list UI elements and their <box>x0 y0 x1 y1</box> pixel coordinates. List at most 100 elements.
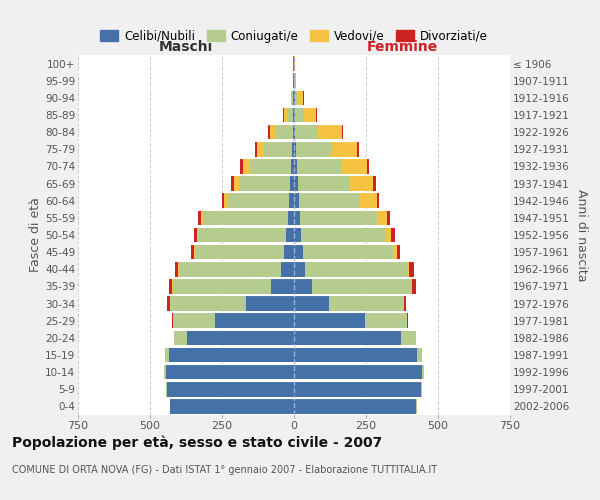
Bar <box>287 108 293 122</box>
Text: COMUNE DI ORTA NOVA (FG) - Dati ISTAT 1° gennaio 2007 - Elaborazione TUTTITALIA.: COMUNE DI ORTA NOVA (FG) - Dati ISTAT 1°… <box>12 465 437 475</box>
Bar <box>350 176 373 191</box>
Bar <box>294 108 295 122</box>
Bar <box>293 90 294 105</box>
Bar <box>293 125 294 140</box>
Bar <box>377 210 387 225</box>
Bar <box>404 296 406 311</box>
Bar <box>284 245 294 260</box>
Bar <box>167 382 294 396</box>
Bar <box>243 159 250 174</box>
Bar <box>255 142 257 156</box>
Bar <box>179 262 281 276</box>
Bar <box>290 176 294 191</box>
Bar <box>294 314 365 328</box>
Bar <box>385 228 391 242</box>
Bar <box>166 365 294 380</box>
Bar <box>401 330 416 345</box>
Bar <box>296 142 331 156</box>
Bar <box>411 279 412 293</box>
Bar <box>408 262 409 276</box>
Bar <box>301 228 385 242</box>
Bar <box>298 159 342 174</box>
Bar <box>198 228 286 242</box>
Bar <box>422 365 424 380</box>
Bar <box>247 296 294 311</box>
Bar <box>167 296 170 311</box>
Bar <box>391 228 395 242</box>
Bar <box>421 382 422 396</box>
Bar <box>341 125 343 140</box>
Bar <box>359 194 377 208</box>
Bar <box>294 228 301 242</box>
Text: Popolazione per età, sesso e stato civile - 2007: Popolazione per età, sesso e stato civil… <box>12 435 382 450</box>
Bar <box>292 142 294 156</box>
Bar <box>294 262 305 276</box>
Bar <box>329 296 403 311</box>
Bar <box>294 296 329 311</box>
Bar <box>240 159 243 174</box>
Bar <box>294 365 422 380</box>
Bar <box>222 194 224 208</box>
Bar <box>197 228 198 242</box>
Bar <box>295 90 298 105</box>
Bar <box>294 142 296 156</box>
Bar <box>239 176 290 191</box>
Bar <box>312 279 411 293</box>
Bar <box>300 210 377 225</box>
Bar <box>271 279 294 293</box>
Y-axis label: Anni di nascita: Anni di nascita <box>575 188 588 281</box>
Bar <box>294 330 401 345</box>
Bar <box>417 348 422 362</box>
Bar <box>194 228 197 242</box>
Bar <box>294 348 417 362</box>
Bar <box>294 279 312 293</box>
Bar <box>403 296 404 311</box>
Bar <box>331 142 357 156</box>
Bar <box>377 194 379 208</box>
Bar <box>304 108 316 122</box>
Bar <box>294 159 298 174</box>
Text: Femmine: Femmine <box>367 40 437 54</box>
Bar <box>268 125 269 140</box>
Legend: Celibi/Nubili, Coniugati/e, Vedovi/e, Divorziati/e: Celibi/Nubili, Coniugati/e, Vedovi/e, Di… <box>95 25 493 48</box>
Bar <box>286 228 294 242</box>
Bar <box>275 125 293 140</box>
Bar <box>169 348 294 362</box>
Bar <box>407 314 408 328</box>
Bar <box>367 159 369 174</box>
Bar <box>175 330 187 345</box>
Bar <box>224 194 227 208</box>
Bar <box>294 399 416 413</box>
Bar <box>165 348 169 362</box>
Bar <box>342 159 367 174</box>
Bar <box>294 210 300 225</box>
Bar <box>295 108 304 122</box>
Bar <box>294 245 302 260</box>
Bar <box>302 245 394 260</box>
Bar <box>201 210 203 225</box>
Bar <box>169 279 172 293</box>
Bar <box>299 194 359 208</box>
Bar <box>164 365 166 380</box>
Bar <box>187 330 294 345</box>
Bar <box>387 210 391 225</box>
Bar <box>198 210 201 225</box>
Bar <box>269 125 275 140</box>
Bar <box>409 262 414 276</box>
Bar <box>230 176 233 191</box>
Bar <box>290 159 294 174</box>
Bar <box>319 125 341 140</box>
Bar <box>373 176 376 191</box>
Bar <box>295 74 296 88</box>
Bar <box>295 125 319 140</box>
Bar <box>289 194 294 208</box>
Bar <box>291 90 292 105</box>
Bar <box>293 108 294 122</box>
Bar <box>250 159 290 174</box>
Bar <box>284 108 287 122</box>
Bar <box>298 176 350 191</box>
Bar <box>287 210 294 225</box>
Bar <box>412 279 416 293</box>
Bar <box>173 279 271 293</box>
Bar <box>294 194 299 208</box>
